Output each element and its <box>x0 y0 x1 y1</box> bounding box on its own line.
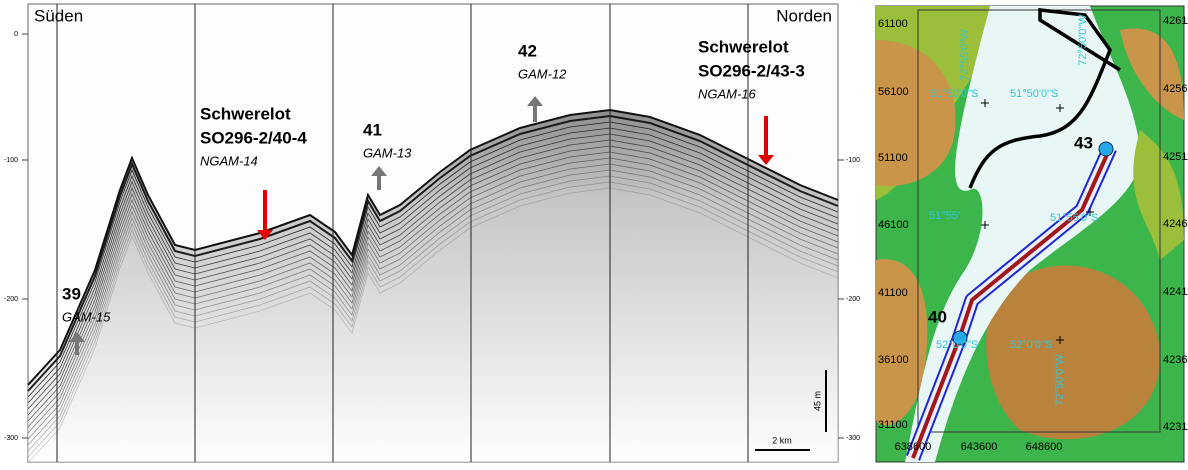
map-y-label: 4236100 <box>1163 354 1188 366</box>
map-y-label: 4241100 <box>1163 286 1188 298</box>
figure: 0 -100 -200 -300 -100 -200 -300 Süden Norden 45 m… <box>0 0 1188 465</box>
map-grid-label: 51°50'0"S <box>930 88 978 100</box>
station-number: 41 <box>363 120 382 139</box>
map-x-label: 648600 <box>1026 441 1063 453</box>
station-number: SO296-2/43-3 <box>698 61 805 80</box>
map-station-label: 43 <box>1074 133 1093 152</box>
station-number: 42 <box>518 41 537 60</box>
map-y-label: 4261100 <box>1163 15 1188 27</box>
depth-tick-label: -200 <box>4 296 18 303</box>
map-y-label: 36100 <box>878 354 909 366</box>
map-y-label: 46100 <box>878 219 909 231</box>
north-label: Norden <box>776 6 832 25</box>
depth-tick-label: -200 <box>846 296 860 303</box>
map-y-label: 56100 <box>878 86 909 98</box>
core-name: GAM-13 <box>363 145 412 160</box>
core-name: NGAM-16 <box>698 86 757 101</box>
map-y-label: 61100 <box>878 18 908 30</box>
station-number: SO296-2/40-4 <box>200 128 307 147</box>
map-grid-label: 52°0'0"S <box>936 339 978 351</box>
core-name: GAM-12 <box>518 66 567 81</box>
map-y-label: 4246100 <box>1163 218 1188 230</box>
core-type: Schwerelot <box>698 37 789 56</box>
map-y-label: 4231100 <box>1163 421 1188 433</box>
core-type: Schwerelot <box>200 104 291 123</box>
map-grid-label: 51°55'0"S <box>1050 212 1098 224</box>
south-label: Süden <box>34 6 83 25</box>
map: 40 43 61100 56100 51100 46100 41100 36100 31100 4… <box>876 6 1188 462</box>
map-grid-label: 51°50'0"S <box>1010 88 1058 100</box>
depth-tick-label: -300 <box>846 435 860 442</box>
map-grid-label: 72°50'0"W <box>1077 14 1089 66</box>
map-grid-label: 72°55'0"W <box>959 29 971 81</box>
map-grid-label: 72°50'0"W <box>1054 354 1066 406</box>
depth-tick-label: -100 <box>846 157 860 164</box>
scale-vertical-label: 45 m <box>812 391 822 411</box>
map-y-label: 41100 <box>878 287 908 299</box>
core-name: NGAM-14 <box>200 153 258 168</box>
map-y-label: 31100 <box>878 419 908 431</box>
station-number: 39 <box>62 284 81 303</box>
depth-tick-label: -100 <box>4 157 18 164</box>
map-x-label: 638600 <box>895 441 932 453</box>
depth-tick-label: 0 <box>14 31 18 38</box>
map-x-label: 643600 <box>961 441 998 453</box>
map-station-label: 40 <box>928 307 947 326</box>
depth-tick-label: -300 <box>4 435 18 442</box>
map-y-label: 51100 <box>878 152 908 164</box>
map-y-label: 4251100 <box>1163 151 1188 163</box>
map-y-label: 4256100 <box>1163 83 1188 95</box>
scale-horizontal-label: 2 km <box>772 435 792 445</box>
station-marker <box>1099 142 1113 156</box>
map-grid-label: 52°0'0"S <box>1010 339 1052 351</box>
map-grid-label: 51°55' <box>929 210 960 222</box>
core-name: GAM-15 <box>62 309 111 324</box>
